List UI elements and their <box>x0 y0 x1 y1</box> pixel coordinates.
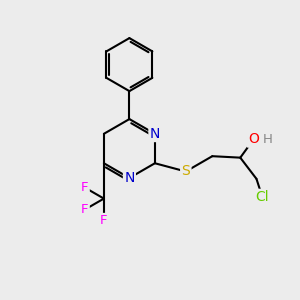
Text: H: H <box>263 133 273 146</box>
Text: O: O <box>248 132 259 146</box>
Text: N: N <box>124 171 135 185</box>
Text: Cl: Cl <box>256 190 269 204</box>
Text: F: F <box>100 214 108 227</box>
Text: F: F <box>81 181 88 194</box>
Text: N: N <box>150 127 160 141</box>
Text: F: F <box>81 203 88 216</box>
Text: S: S <box>182 164 190 178</box>
